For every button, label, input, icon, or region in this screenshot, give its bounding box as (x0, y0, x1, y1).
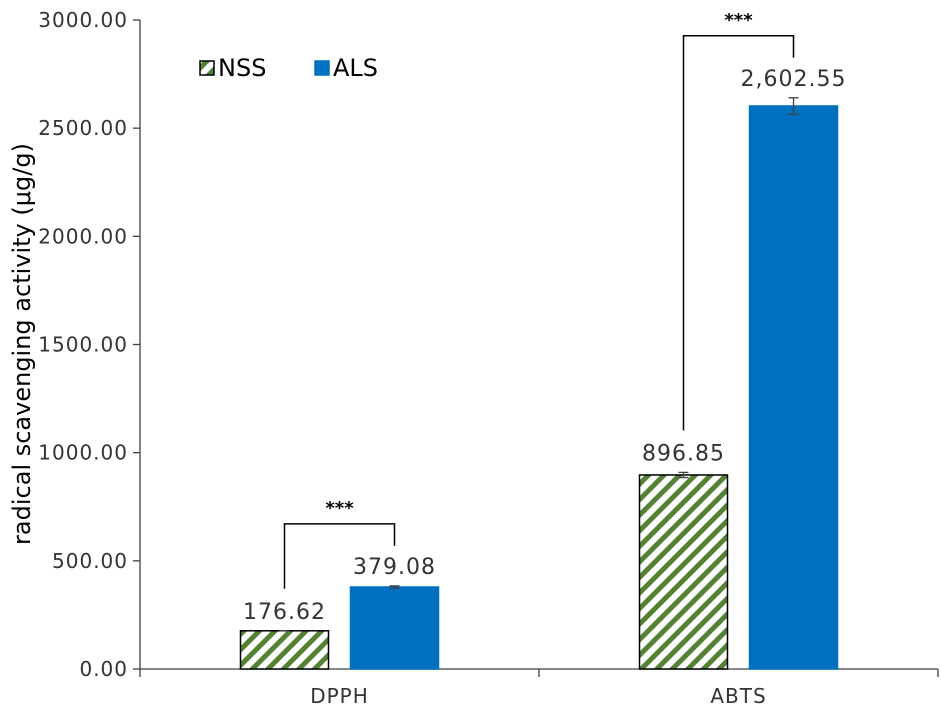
significance-label: *** (724, 10, 753, 31)
data-label: 176.62 (243, 600, 326, 625)
y-tick-label: 2500.00 (38, 116, 128, 140)
legend-swatch-als (314, 60, 330, 76)
y-tick-label: 1500.00 (38, 333, 128, 357)
data-label: 379.08 (353, 555, 436, 580)
bar-als (748, 105, 839, 670)
legend-label-nss: NSS (218, 54, 266, 82)
legend-label-als: ALS (333, 54, 378, 82)
data-label: 2,602.55 (741, 67, 847, 92)
x-category-label: DPPH (310, 684, 369, 708)
y-tick-label: 1000.00 (38, 441, 128, 465)
y-tick-label: 500.00 (52, 549, 128, 573)
y-tick-label: 0.00 (79, 657, 128, 681)
legend-swatch-nss (199, 60, 215, 76)
y-tick-label: 3000.00 (38, 8, 128, 32)
significance-bracket (283, 523, 396, 589)
significance-label: *** (325, 498, 354, 519)
bar-als (349, 586, 440, 670)
bar-nss (239, 630, 330, 670)
y-axis-title: radical scavenging activity (μg/g) (8, 143, 36, 545)
data-label: 896.85 (642, 441, 725, 466)
y-tick-label: 2000.00 (38, 224, 128, 248)
significance-bracket (682, 35, 795, 431)
bar-nss (638, 474, 729, 670)
x-category-label: ABTS (710, 684, 766, 708)
